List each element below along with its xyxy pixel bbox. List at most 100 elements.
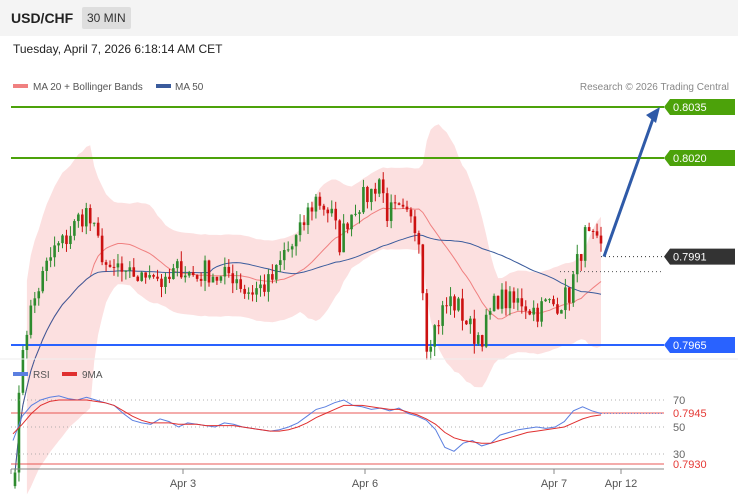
candle bbox=[536, 303, 539, 328]
main-legend: MA 20 + Bollinger Bands MA 50 Research ©… bbox=[13, 82, 729, 93]
forecast-arrow bbox=[602, 107, 660, 258]
candle bbox=[267, 269, 270, 302]
candle bbox=[65, 229, 68, 252]
candle bbox=[183, 266, 187, 283]
candle bbox=[53, 236, 56, 267]
level-label: 0.7945 bbox=[673, 408, 707, 420]
candle bbox=[370, 188, 373, 211]
candle bbox=[203, 255, 207, 292]
candle-body bbox=[480, 335, 484, 347]
candle bbox=[100, 228, 104, 266]
candle bbox=[445, 297, 448, 314]
candle bbox=[211, 273, 215, 283]
candle bbox=[13, 468, 17, 489]
candle-body bbox=[25, 334, 29, 351]
candle bbox=[104, 259, 108, 272]
candle-body bbox=[326, 209, 330, 214]
candle-body bbox=[548, 299, 551, 301]
candle-body bbox=[231, 273, 235, 284]
candle-body bbox=[318, 196, 322, 206]
candle-body bbox=[322, 205, 326, 210]
rsi-tick-70: 70 bbox=[673, 395, 685, 407]
candle-body bbox=[84, 208, 88, 227]
candle bbox=[599, 226, 603, 252]
candle-body bbox=[560, 310, 563, 314]
candle bbox=[84, 202, 88, 235]
candle bbox=[314, 193, 318, 219]
candle bbox=[540, 297, 543, 327]
candle-body bbox=[457, 298, 460, 311]
candle-body bbox=[294, 235, 298, 247]
candle-body bbox=[528, 310, 532, 315]
candle bbox=[425, 289, 429, 360]
candle-body bbox=[568, 287, 571, 303]
x-tick-label: Apr 12 bbox=[605, 478, 637, 490]
chart-header: USD/CHF 30 MIN bbox=[0, 0, 738, 36]
candle bbox=[571, 270, 575, 307]
candle bbox=[21, 345, 25, 396]
candle bbox=[583, 224, 587, 268]
candle-body bbox=[124, 270, 128, 272]
candle bbox=[108, 260, 112, 268]
timeframe-button[interactable]: 30 MIN bbox=[82, 7, 131, 29]
candle bbox=[342, 214, 345, 253]
candle-body bbox=[453, 296, 456, 311]
candle-body bbox=[484, 314, 488, 347]
candle bbox=[469, 315, 472, 334]
candle bbox=[461, 288, 464, 331]
ma20-line bbox=[14, 207, 602, 473]
candle bbox=[338, 219, 341, 256]
candle bbox=[191, 266, 195, 277]
candle-body bbox=[350, 214, 353, 230]
candle-body bbox=[255, 288, 258, 295]
candle bbox=[350, 214, 353, 237]
candle-body bbox=[96, 222, 100, 236]
candle bbox=[484, 309, 488, 349]
candle-body bbox=[29, 305, 33, 335]
candle-body bbox=[211, 276, 215, 283]
candle-body bbox=[595, 231, 599, 236]
candle-body bbox=[144, 272, 147, 278]
candle-body bbox=[496, 295, 500, 309]
candle bbox=[251, 285, 254, 302]
candle bbox=[219, 275, 223, 284]
candle-body bbox=[334, 208, 338, 221]
candle-body bbox=[207, 260, 211, 283]
candle bbox=[247, 287, 250, 300]
symbol-label: USD/CHF bbox=[11, 10, 74, 26]
candle bbox=[326, 207, 330, 223]
level-0.7991: 0.7991 bbox=[560, 248, 735, 273]
candle-body bbox=[298, 222, 302, 236]
candle bbox=[286, 241, 290, 253]
candle-body bbox=[520, 298, 524, 307]
candle-body bbox=[385, 193, 389, 222]
candle-body bbox=[409, 209, 413, 217]
candle bbox=[120, 256, 124, 282]
candle bbox=[302, 215, 306, 231]
candle bbox=[41, 266, 45, 294]
candle-body bbox=[179, 261, 183, 278]
candle bbox=[152, 273, 155, 279]
x-tick-label: Apr 3 bbox=[170, 478, 196, 490]
candle-body bbox=[508, 291, 512, 309]
candle-body bbox=[556, 304, 559, 314]
rsi-9ma-line bbox=[12, 399, 602, 444]
candle bbox=[397, 202, 401, 206]
candle bbox=[57, 241, 60, 252]
candle bbox=[294, 234, 298, 256]
candle bbox=[330, 200, 334, 217]
candle bbox=[421, 243, 425, 301]
candle bbox=[548, 298, 551, 304]
candle-body bbox=[65, 235, 68, 245]
legend-label-ma50: MA 50 bbox=[175, 82, 204, 93]
candle bbox=[25, 330, 29, 360]
level-tag bbox=[664, 99, 735, 115]
candle-body bbox=[583, 227, 587, 261]
candle bbox=[77, 212, 80, 228]
candle-body bbox=[215, 276, 219, 281]
candle bbox=[207, 259, 211, 287]
candle bbox=[508, 286, 512, 316]
candle bbox=[96, 217, 100, 238]
candle-body bbox=[286, 249, 290, 251]
candle bbox=[457, 296, 460, 312]
